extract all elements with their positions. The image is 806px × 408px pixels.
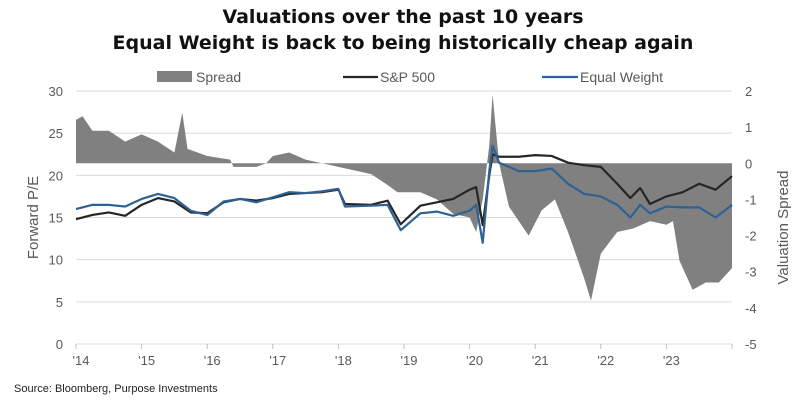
legend-label-spread: Spread	[196, 69, 241, 85]
x-tick-label: '15	[138, 353, 155, 368]
y-tick-label: 15	[49, 211, 63, 226]
x-tick-label: '20	[466, 353, 483, 368]
x-tick-label: '17	[269, 353, 286, 368]
y2-tick-label: -2	[745, 229, 757, 244]
y2-tick-label: -4	[745, 301, 757, 316]
x-tick-label: '22	[597, 353, 614, 368]
y-tick-label: 5	[56, 295, 63, 310]
legend-label-equal-weight: Equal Weight	[580, 69, 663, 85]
y2-axis-title: Valuation Spread	[775, 171, 792, 285]
chart-subtitle: Equal Weight is back to being historical…	[112, 32, 694, 54]
y2-tick-label: -3	[745, 265, 757, 280]
y-tick-label: 0	[56, 337, 63, 352]
x-tick-label: '18	[335, 353, 352, 368]
y-tick-label: 10	[49, 253, 63, 268]
x-tick-label: '19	[401, 353, 418, 368]
y-tick-label: 30	[49, 84, 63, 99]
x-tick-label: '21	[532, 353, 549, 368]
x-tick-label: '14	[73, 353, 90, 368]
legend-label-sp500: S&P 500	[380, 69, 435, 85]
y-tick-label: 20	[49, 168, 63, 183]
y-tick-label: 25	[49, 126, 63, 141]
y2-tick-label: 1	[745, 120, 752, 135]
y2-tick-label: 0	[745, 156, 752, 171]
y-axis-title: Forward P/E	[25, 176, 42, 259]
chart-title: Valuations over the past 10 years	[222, 6, 584, 28]
equal-weight-line	[75, 144, 733, 244]
legend-swatch-spread	[157, 71, 192, 82]
source-note: Source: Bloomberg, Purpose Investments	[14, 383, 218, 395]
y2-tick-label: 2	[745, 84, 752, 99]
x-tick-label: '23	[663, 353, 680, 368]
x-tick-label: '16	[204, 353, 221, 368]
y2-tick-label: -1	[745, 192, 757, 207]
y2-tick-label: -5	[745, 337, 757, 352]
